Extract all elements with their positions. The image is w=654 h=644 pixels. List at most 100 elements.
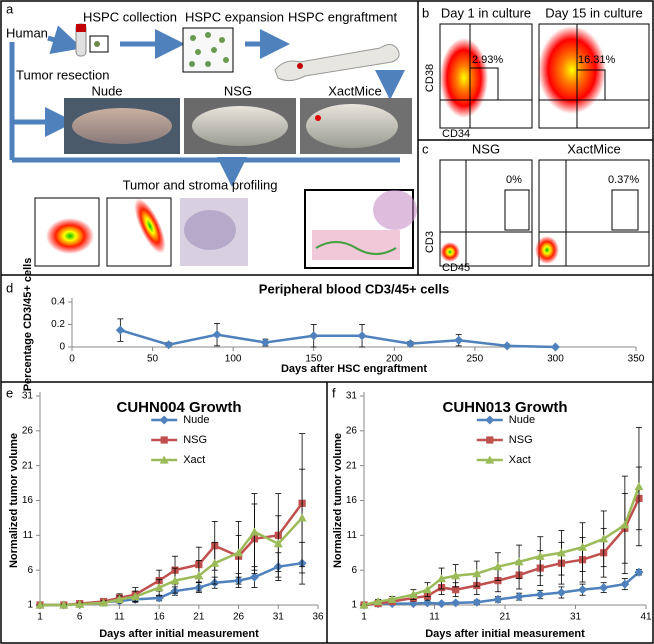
y-tick-label: 11	[347, 530, 358, 541]
label-profiling: Tumor and stroma profiling	[123, 177, 278, 192]
plot-title: XactMice	[567, 141, 620, 156]
x-tick-label: 11	[429, 612, 440, 623]
y-tick-label: 26	[22, 425, 34, 436]
legend-marker	[159, 455, 169, 464]
panel-label: b	[422, 5, 429, 20]
label-human: Human	[6, 25, 48, 40]
data-point	[634, 482, 644, 491]
panel-label: e	[6, 385, 13, 400]
x-tick-label: 0	[69, 354, 75, 365]
x-tick-label: 300	[547, 354, 564, 365]
plot-title: Day 15 in culture	[545, 5, 643, 20]
series-line	[40, 502, 304, 607]
data-point	[210, 558, 220, 567]
y-axis-label: Percentage CD3/45+ cells	[22, 258, 34, 392]
data-point	[170, 576, 180, 585]
legend-label: Xact	[183, 454, 205, 466]
data-point	[620, 520, 630, 529]
x-tick-label: 36	[312, 612, 324, 623]
legend-marker	[159, 415, 169, 425]
y-tick-label: 0.2	[51, 319, 65, 330]
data-point	[359, 600, 369, 609]
data-point	[59, 600, 69, 609]
x-tick-label: 150	[305, 354, 322, 365]
legend-label: NSG	[183, 434, 207, 446]
gate-percent: 16.31%	[578, 54, 616, 66]
y-tick-label: 31	[346, 391, 358, 402]
data-point	[115, 325, 125, 335]
data-point	[451, 598, 461, 608]
label-collection: HSPC collection	[83, 9, 177, 24]
data-point	[578, 585, 588, 595]
data-point	[99, 598, 109, 607]
x-axis-label: CD45	[442, 262, 470, 274]
panel-b: b Day 1 in culture Day 15 in culture 2.9…	[422, 5, 650, 140]
legend-label: Nude	[183, 414, 209, 426]
y-tick-label: 16	[346, 495, 358, 506]
data-point	[502, 341, 512, 351]
data-point	[437, 599, 447, 609]
gates	[440, 160, 649, 266]
y-axis-label: CD3	[424, 231, 436, 253]
data-point	[249, 527, 259, 536]
y-tick-label: 26	[346, 425, 358, 436]
data-point	[408, 590, 418, 599]
data-point	[493, 562, 503, 571]
chart-title: Peripheral blood CD3/45+ cells	[259, 281, 449, 296]
data-point	[451, 571, 461, 580]
data-point	[454, 335, 464, 345]
x-axis-label: Days after HSC engraftment	[281, 363, 427, 375]
legend-label: NSG	[509, 434, 533, 446]
x-tick-label: 31	[570, 612, 582, 623]
data-point	[309, 331, 319, 341]
data-point	[194, 571, 204, 580]
y-tick-label: 1	[351, 600, 357, 611]
plot-title: NSG	[472, 141, 500, 156]
label-resection: Tumor resection	[16, 67, 109, 82]
x-tick-label: 21	[193, 612, 205, 623]
mouse-photos	[64, 98, 412, 154]
mouse-label: Nude	[91, 83, 122, 98]
panel-label: c	[422, 141, 429, 156]
x-tick-label: 21	[499, 612, 511, 623]
x-tick-label: 41	[640, 612, 652, 623]
legend-marker	[485, 455, 495, 464]
data-point	[297, 513, 307, 522]
x-tick-label: 11	[114, 612, 125, 623]
gate-percent: 2.93%	[472, 54, 503, 66]
data-point	[273, 539, 283, 548]
data-point	[405, 339, 415, 349]
gate-percent: 0%	[506, 174, 522, 186]
x-tick-label: 50	[147, 354, 159, 365]
x-tick-label: 100	[225, 354, 242, 365]
data-point	[437, 574, 447, 583]
data-point	[249, 572, 259, 582]
y-tick-label: 0.4	[51, 297, 65, 308]
series-line	[363, 486, 641, 607]
data-point	[550, 342, 560, 352]
panel-label: f	[332, 385, 336, 400]
label-expansion: HSPC expansion	[185, 9, 284, 24]
legend-marker	[160, 436, 168, 444]
mouse-label: NSG	[224, 83, 252, 98]
legend-marker	[485, 415, 495, 425]
x-tick-label: 26	[233, 612, 245, 623]
data-point	[514, 557, 524, 566]
y-axis-label: CD38	[424, 64, 436, 92]
x-tick-label: 200	[386, 354, 403, 365]
profiling-images	[34, 189, 417, 269]
y-tick-label: 11	[23, 530, 34, 541]
x-tick-label: 1	[361, 612, 367, 623]
data-point	[620, 579, 630, 589]
panel-a: a Human HSPC collection HSPC expansion H…	[6, 1, 417, 269]
legend-label: Xact	[509, 454, 531, 466]
data-point	[75, 599, 85, 608]
y-tick-label: 31	[22, 391, 34, 402]
y-tick-label: 6	[27, 565, 33, 576]
y-tick-label: 21	[346, 460, 358, 471]
data-point	[452, 586, 460, 594]
data-point	[578, 542, 588, 551]
mouse-label: XactMice	[328, 83, 381, 98]
gates	[440, 24, 649, 128]
